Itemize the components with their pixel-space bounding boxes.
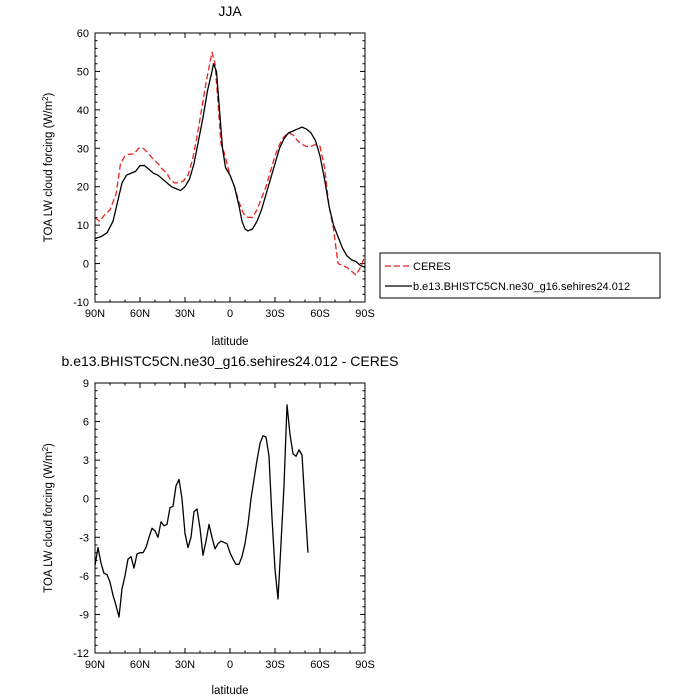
bottom-x-tick-label: 90S	[355, 659, 375, 671]
top-x-tick-label: 0	[227, 308, 233, 320]
bottom-series-line-0	[94, 404, 309, 618]
top-series-line-1	[94, 63, 366, 269]
top-y-tick-label: 60	[77, 28, 89, 40]
legend-box	[379, 252, 661, 299]
top-y-tick-label: 0	[83, 259, 89, 271]
top-x-tick-label: 30N	[175, 308, 195, 320]
top-x-tick-label: 90S	[355, 308, 375, 320]
top-panel: JJA 90N 60N 30N 0 30S 60S 90S-100102030405060 …	[41, 3, 661, 348]
top-x-tick-label: 60N	[130, 308, 150, 320]
top-y-tick-label: 30	[77, 143, 89, 155]
bottom-y-tick-label: 0	[83, 494, 89, 506]
bottom-x-axis-title: latitude	[211, 685, 248, 697]
bottom-chart-title: b.e13.BHISTC5CN.ne30_g16.sehires24.012 -…	[62, 353, 399, 369]
bottom-x-tick-label: 30N	[175, 659, 195, 671]
legend-label-ceres: CERES	[413, 261, 451, 273]
top-x-axis-title: latitude	[211, 336, 248, 348]
bottom-x-tick-label: 60S	[310, 659, 330, 671]
bottom-x-tick-label: 90N	[85, 659, 105, 671]
bottom-y-axis-title: TOA LW cloud forcing (W/m2)	[41, 443, 55, 593]
top-y-tick-label: 20	[77, 182, 89, 194]
top-x-tick-label: 90N	[85, 308, 105, 320]
bottom-y-tick-label: 9	[83, 378, 89, 390]
bottom-x-tick-label: 30S	[265, 659, 285, 671]
top-series-line-0	[94, 51, 366, 276]
bottom-y-tick-label: -12	[73, 648, 89, 660]
top-plot-area: 90N 60N 30N 0 30S 60S 90S -10 0 10 20 30 40 50 60	[73, 28, 375, 320]
bottom-y-tick-label: -3	[79, 532, 89, 544]
legend: CERES b.e13.BHISTC5CN.ne30_g16.sehires24…	[379, 252, 661, 299]
top-y-tick-label: 10	[77, 220, 89, 232]
bottom-plot-frame	[94, 382, 366, 654]
top-y-axis-title: TOA LW cloud forcing (W/m2)	[41, 92, 55, 242]
top-plot-frame	[94, 32, 366, 303]
top-x-tick-label: 60S	[310, 308, 330, 320]
bottom-y-tick-label: 3	[83, 455, 89, 467]
top-y-tick-label: 40	[77, 105, 89, 117]
top-y-tick-label: -10	[73, 297, 89, 309]
bottom-y-tick-label: -6	[79, 571, 89, 583]
bottom-x-tick-label: 60N	[130, 659, 150, 671]
legend-label-model: b.e13.BHISTC5CN.ne30_g16.sehires24.012	[413, 281, 630, 293]
bottom-x-tick-label: 0	[227, 659, 233, 671]
bottom-y-tick-label: -9	[79, 609, 89, 621]
bottom-y-tick-label: 6	[83, 417, 89, 429]
top-x-tick-label: 30S	[265, 308, 285, 320]
top-y-tick-label: 50	[77, 66, 89, 78]
top-chart-title: JJA	[218, 3, 242, 19]
bottom-panel: b.e13.BHISTC5CN.ne30_g16.sehires24.012 -…	[41, 353, 398, 697]
bottom-plot-area: 90N 60N 30N 0 30S 60S 90S -12 -9 -6 -3 0 3 6 9	[73, 378, 375, 671]
